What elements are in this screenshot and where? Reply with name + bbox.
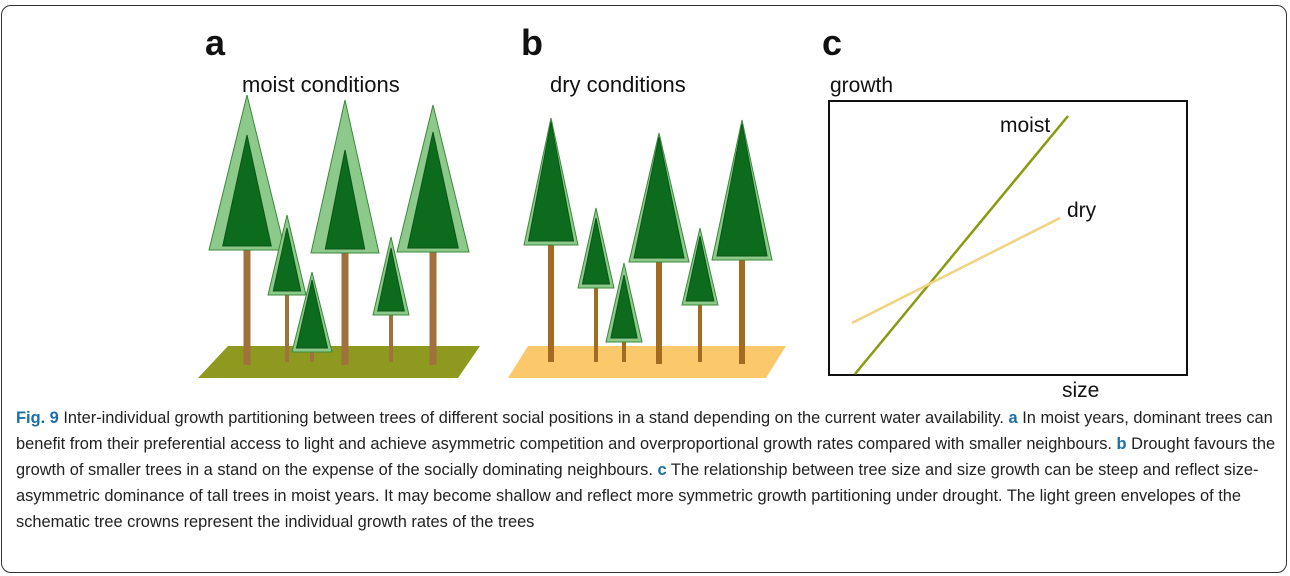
tree-trunk	[244, 242, 251, 365]
panel-label: a	[205, 22, 226, 63]
caption-label: Fig. 9	[16, 409, 59, 427]
panel-title: dry conditions	[550, 72, 686, 97]
y-axis-label: growth	[830, 74, 893, 97]
dry-line	[852, 218, 1060, 323]
caption-part-label: b	[1117, 435, 1127, 453]
x-axis-label: size	[1062, 379, 1099, 400]
tree-trunk	[698, 297, 702, 362]
panel-label: c	[822, 22, 842, 63]
panel-label: b	[521, 22, 543, 63]
caption-part-label: a	[1009, 409, 1018, 427]
tree-crown	[529, 122, 574, 241]
tree-trunk	[342, 245, 349, 365]
tree-trunk	[739, 252, 745, 364]
figure: a moist conditions b dry conditions c gr…	[0, 0, 1290, 400]
caption-text: Inter-individual growth partitioning bet…	[63, 409, 1004, 427]
tree-trunk	[594, 280, 598, 362]
tree-crown	[717, 124, 767, 256]
tree-crown	[634, 137, 684, 258]
line-label: moist	[1000, 114, 1050, 137]
caption: Fig. 9 Inter-individual growth partition…	[16, 405, 1278, 535]
page: {"panels": [ {"label": "a", "title": "mo…	[0, 0, 1290, 576]
moist-line	[855, 116, 1068, 374]
ground-moist	[198, 346, 480, 378]
tree-trunk	[656, 254, 662, 364]
caption-part-label: c	[657, 461, 666, 479]
tree-trunk	[548, 237, 554, 362]
panel-title: moist conditions	[242, 72, 400, 97]
plot-box	[829, 101, 1187, 375]
tree-trunk	[285, 287, 289, 362]
line-label: dry	[1067, 199, 1097, 222]
tree-trunk	[430, 244, 437, 365]
